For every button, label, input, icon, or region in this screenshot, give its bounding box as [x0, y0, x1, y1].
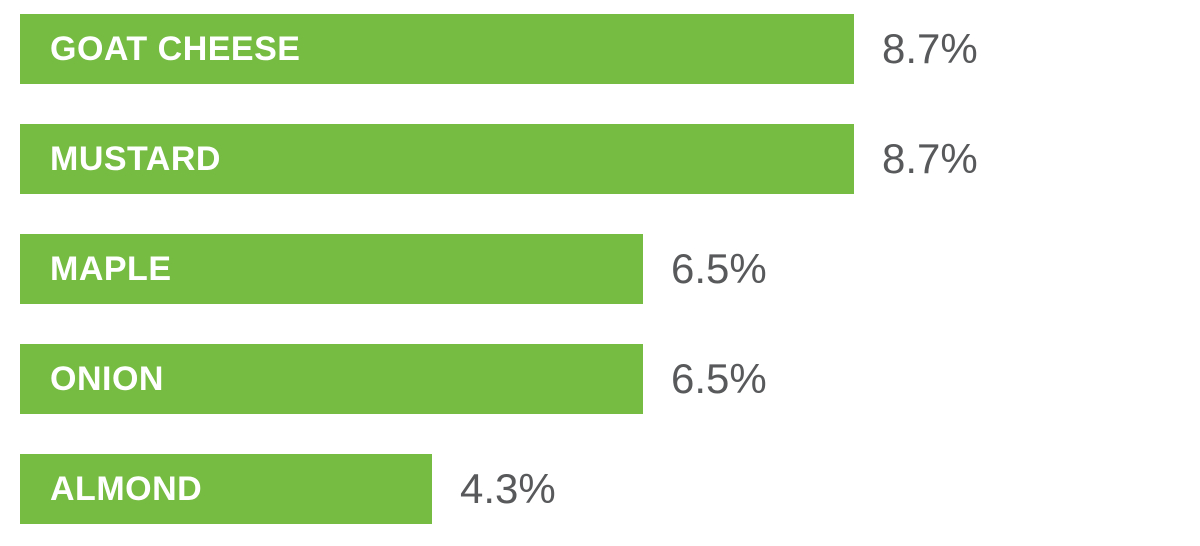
bar-label: ONION [50, 360, 164, 399]
bar-label: ALMOND [50, 470, 202, 509]
bar-row: MAPLE 6.5% [20, 234, 767, 304]
bar-row: GOAT CHEESE 8.7% [20, 14, 978, 84]
bar-value: 8.7% [882, 25, 978, 73]
bar: MAPLE [20, 234, 643, 304]
bar-row: MUSTARD 8.7% [20, 124, 978, 194]
bar: GOAT CHEESE [20, 14, 854, 84]
bar-value: 4.3% [460, 465, 556, 513]
bar: ALMOND [20, 454, 432, 524]
bar-row: ONION 6.5% [20, 344, 767, 414]
bar-value: 6.5% [671, 245, 767, 293]
bar-label: MAPLE [50, 250, 172, 289]
bar: ONION [20, 344, 643, 414]
bar: MUSTARD [20, 124, 854, 194]
bar-label: GOAT CHEESE [50, 30, 300, 69]
bar-chart: GOAT CHEESE8.7%MUSTARD8.7%MAPLE6.5%ONION… [0, 0, 1200, 546]
bar-value: 8.7% [882, 135, 978, 183]
bar-value: 6.5% [671, 355, 767, 403]
bar-row: ALMOND 4.3% [20, 454, 556, 524]
bar-label: MUSTARD [50, 140, 221, 179]
